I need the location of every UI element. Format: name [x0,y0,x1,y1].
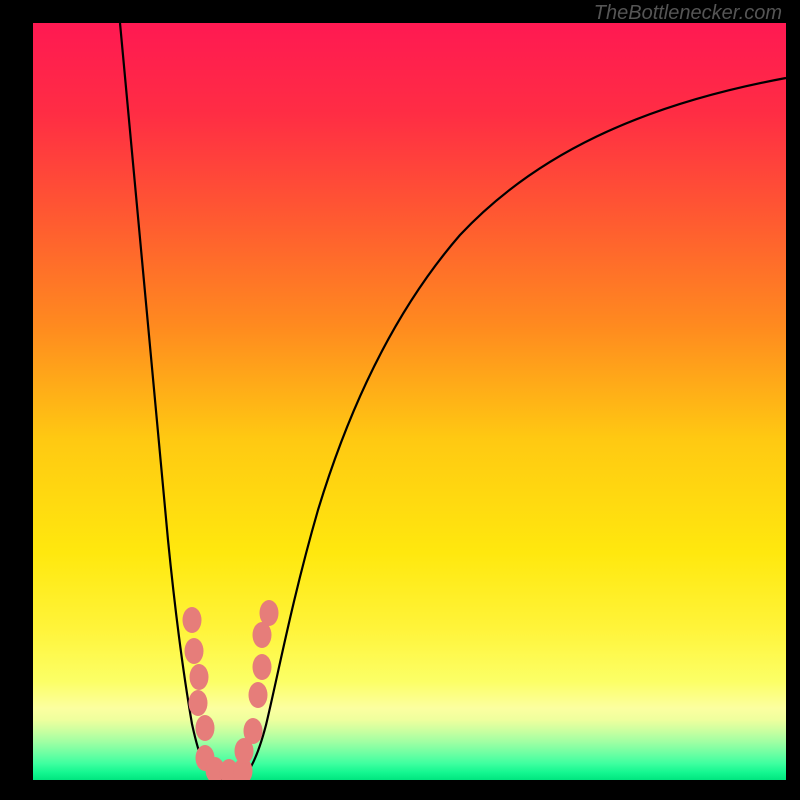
scatter-marker [183,607,202,633]
chart-frame: TheBottlenecker.com [0,0,800,800]
border-right [786,0,800,800]
scatter-marker [196,715,215,741]
scatter-marker [244,718,263,744]
watermark-text: TheBottlenecker.com [594,2,782,25]
scatter-markers [183,600,279,785]
scatter-marker [185,638,204,664]
curves-layer [0,0,800,800]
scatter-marker [190,664,209,690]
scatter-marker [260,600,279,626]
border-left [0,0,33,800]
border-bottom [0,780,800,800]
curve-right-branch [237,78,786,780]
scatter-marker [249,682,268,708]
scatter-marker [253,654,272,680]
scatter-marker [189,690,208,716]
plot-area: TheBottlenecker.com [0,0,800,800]
